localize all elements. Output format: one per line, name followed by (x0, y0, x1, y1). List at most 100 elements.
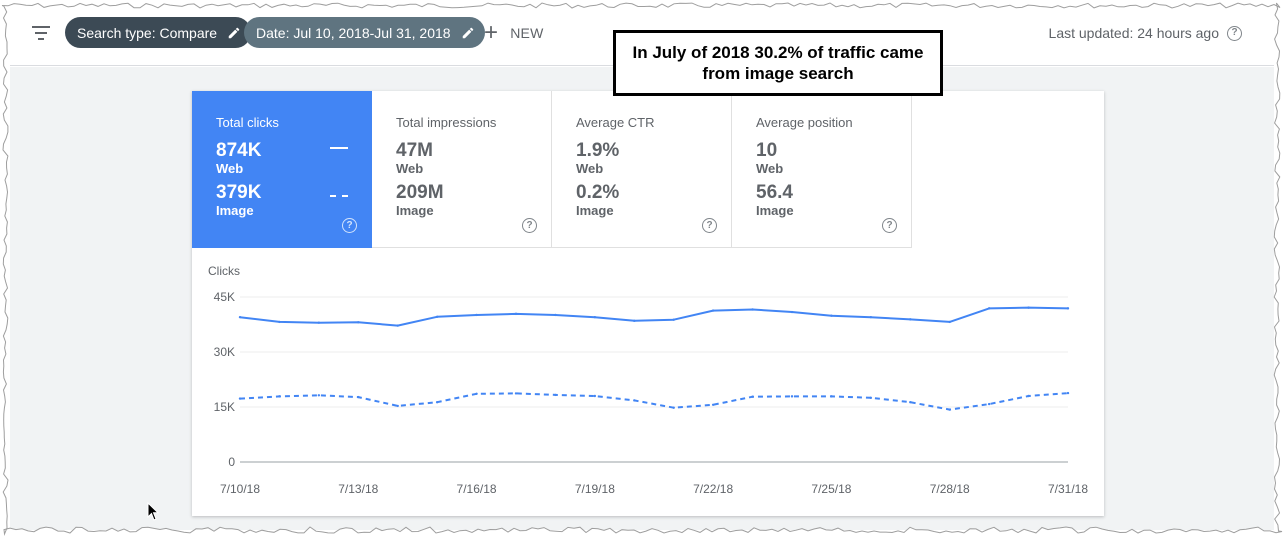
data-point (435, 401, 439, 404)
metric-tiles: Total clicks 874K Web 379K Image ? Total… (192, 91, 912, 248)
last-updated: Last updated: 24 hours ago ? (1049, 25, 1242, 41)
data-point (987, 307, 991, 310)
annotation-callout: In July of 2018 30.2% of traffic came fr… (613, 30, 943, 96)
data-point (514, 392, 518, 395)
data-point (633, 319, 636, 323)
data-point (435, 315, 439, 318)
data-point (633, 399, 636, 402)
data-point (711, 309, 715, 312)
metric-image-value: 379K (216, 182, 262, 203)
data-point (1066, 307, 1070, 310)
metric-web-value: 47M (396, 140, 433, 161)
data-point (909, 318, 912, 321)
data-point (869, 315, 873, 319)
metric-average-position[interactable]: Average position 10 Web 56.4 Image ? (732, 91, 912, 248)
help-icon[interactable]: ? (342, 218, 357, 233)
help-icon[interactable]: ? (522, 218, 537, 233)
metric-help: ? (342, 215, 357, 233)
search-type-chip[interactable]: Search type: Compare (65, 17, 252, 48)
new-filter-button[interactable]: + NEW (484, 19, 544, 46)
y-tick-label: 15K (214, 400, 235, 414)
metric-web-label: Web (576, 161, 604, 176)
x-tick-label: 7/13/18 (338, 482, 378, 496)
data-point (554, 313, 557, 317)
metric-web-value: 10 (756, 140, 778, 161)
data-point (475, 313, 478, 317)
plus-icon: + (484, 19, 499, 46)
data-point (278, 395, 281, 398)
data-point (1027, 394, 1030, 398)
data-point (396, 324, 399, 327)
metric-image-value: 56.4 (756, 182, 793, 203)
metric-total-impressions[interactable]: Total impressions 47M Web 209M Image ? (372, 91, 552, 248)
help-icon[interactable]: ? (1227, 25, 1242, 41)
search-console-performance: Search type: Compare Date: Jul 10, 2018-… (10, 6, 1274, 530)
y-axis-title: Clicks (208, 266, 240, 278)
data-point (830, 395, 833, 398)
x-tick-label: 7/22/18 (693, 482, 733, 496)
data-point (1066, 391, 1070, 395)
new-filter-label: NEW (510, 25, 544, 41)
data-point (317, 394, 321, 397)
data-point (396, 404, 399, 408)
metric-web-label: Web (756, 161, 784, 176)
metric-help: ? (522, 215, 537, 233)
data-point (711, 403, 715, 406)
data-point (751, 308, 754, 311)
data-point (593, 315, 597, 319)
x-tick-label: 7/31/18 (1048, 482, 1088, 496)
y-tick-label: 45K (214, 290, 235, 304)
metric-help: ? (882, 215, 897, 233)
edit-pencil-icon[interactable] (227, 26, 241, 40)
x-tick-label: 7/19/18 (575, 482, 615, 496)
y-tick-label: 0 (228, 455, 235, 469)
clicks-line-chart: Clicks 0 15K 30K 45K 7/10/18 7/13/18 7/16/18 7/1… (208, 266, 1088, 496)
mouse-pointer-icon (147, 502, 160, 521)
data-point (948, 320, 951, 324)
help-icon[interactable]: ? (702, 218, 717, 233)
series-line-web (239, 306, 1069, 327)
legend-solid-line (330, 147, 348, 149)
metric-average-ctr[interactable]: Average CTR 1.9% Web 0.2% Image ? (552, 91, 732, 248)
data-point (475, 392, 478, 395)
performance-card: Total clicks 874K Web 379K Image ? Total… (192, 91, 1104, 516)
metric-web-value: 874K (216, 140, 262, 161)
metric-title: Average CTR (576, 115, 655, 130)
search-type-chip-label: Search type: Compare (77, 24, 218, 41)
data-point (238, 315, 242, 319)
metric-title: Average position (756, 115, 853, 130)
filter-list-icon[interactable] (30, 24, 52, 42)
edit-pencil-icon[interactable] (461, 26, 475, 40)
metric-title: Total impressions (396, 115, 497, 130)
data-point (357, 395, 360, 399)
metric-total-clicks[interactable]: Total clicks 874K Web 379K Image ? (192, 91, 372, 248)
date-range-chip[interactable]: Date: Jul 10, 2018-Jul 31, 2018 (244, 17, 485, 48)
data-point (514, 312, 518, 316)
data-point (830, 314, 833, 317)
data-point (987, 402, 991, 406)
data-point (751, 395, 754, 398)
data-point (869, 396, 873, 400)
data-point (790, 395, 794, 398)
data-point (672, 406, 675, 409)
annotation-text: In July of 2018 30.2% of traffic came fr… (632, 43, 924, 83)
x-tick-label: 7/16/18 (457, 482, 497, 496)
data-point (317, 321, 321, 324)
metric-title: Total clicks (216, 115, 279, 130)
data-point (593, 394, 597, 398)
data-point (909, 401, 912, 404)
data-point (790, 310, 794, 314)
metric-web-label: Web (396, 161, 424, 176)
x-tick-label: 7/28/18 (930, 482, 970, 496)
data-point (238, 397, 242, 400)
data-point (278, 320, 281, 324)
x-tick-label: 7/25/18 (811, 482, 851, 496)
help-icon[interactable]: ? (882, 218, 897, 233)
y-tick-label: 30K (214, 345, 235, 359)
data-point (357, 321, 360, 324)
last-updated-text: Last updated: 24 hours ago (1048, 25, 1219, 41)
metric-web-label: Web (216, 161, 244, 176)
metric-image-value: 0.2% (576, 182, 620, 203)
data-point (948, 408, 951, 411)
